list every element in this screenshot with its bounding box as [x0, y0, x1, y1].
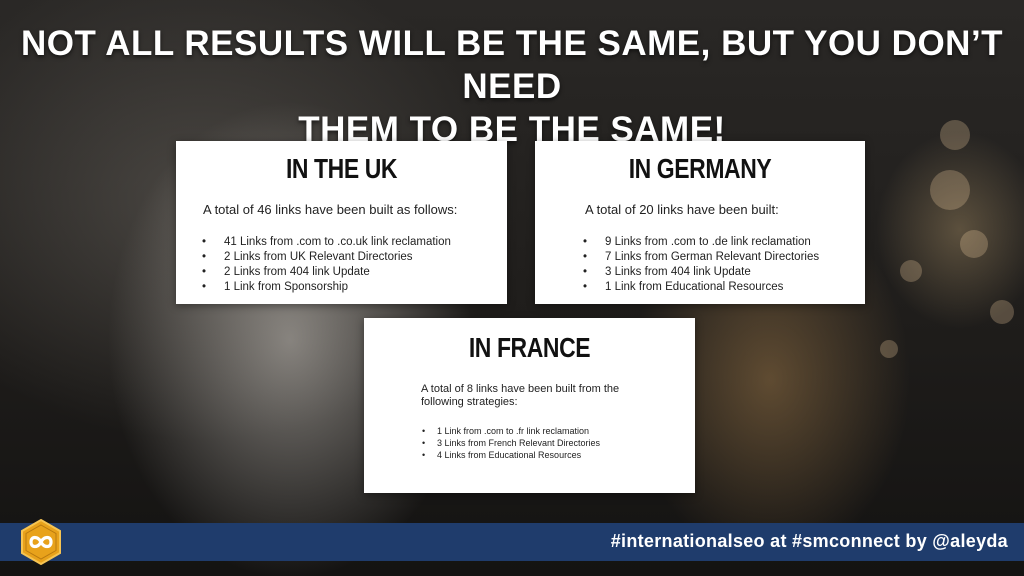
list-item: 3 Links from 404 link Update	[583, 265, 819, 280]
slide-title-line-2: THEM TO BE THE SAME!	[298, 110, 726, 149]
uk-card: IN THE UK A total of 46 links have been …	[176, 141, 507, 304]
bokeh-light	[960, 230, 988, 258]
list-item: 2 Links from 404 link Update	[202, 265, 451, 280]
uk-card-heading: IN THE UK	[285, 153, 398, 184]
infinity-hexagon-icon	[20, 518, 62, 566]
france-card-heading: IN FRANCE	[468, 332, 591, 363]
germany-card: IN GERMANY A total of 20 links have been…	[535, 141, 865, 304]
uk-link-list: 41 Links from .com to .co.uk link reclam…	[202, 235, 451, 295]
list-item: 1 Link from .com to .fr link reclamation	[422, 425, 600, 437]
germany-card-heading: IN GERMANY	[628, 153, 772, 184]
list-item: 41 Links from .com to .co.uk link reclam…	[202, 235, 451, 250]
bokeh-light	[880, 340, 898, 358]
slide-title: NOT ALL RESULTS WILL BE THE SAME, BUT YO…	[0, 22, 1024, 151]
uk-card-intro: A total of 46 links have been built as f…	[203, 202, 458, 217]
germany-link-list: 9 Links from .com to .de link reclamatio…	[583, 235, 819, 295]
france-link-list: 1 Link from .com to .fr link reclamation…	[422, 425, 600, 461]
list-item: 4 Links from Educational Resources	[422, 449, 600, 461]
bokeh-light	[940, 120, 970, 150]
germany-card-intro: A total of 20 links have been built:	[585, 202, 779, 217]
bokeh-light	[990, 300, 1014, 324]
list-item: 1 Link from Educational Resources	[583, 280, 819, 295]
bokeh-light	[900, 260, 922, 282]
list-item: 3 Links from French Relevant Directories	[422, 437, 600, 449]
france-card-intro: A total of 8 links have been built from …	[421, 383, 620, 408]
list-item: 1 Link from Sponsorship	[202, 280, 451, 295]
list-item: 9 Links from .com to .de link reclamatio…	[583, 235, 819, 250]
list-item: 7 Links from German Relevant Directories	[583, 250, 819, 265]
bokeh-light	[930, 170, 970, 210]
slide-title-line-1: NOT ALL RESULTS WILL BE THE SAME, BUT YO…	[20, 24, 1004, 106]
france-card: IN FRANCE A total of 8 links have been b…	[364, 318, 695, 493]
list-item: 2 Links from UK Relevant Directories	[202, 250, 451, 265]
footer-bar: #internationalseo at #smconnect by @aley…	[0, 523, 1024, 561]
footer-hashtags: #internationalseo at #smconnect by @aley…	[610, 531, 1008, 551]
